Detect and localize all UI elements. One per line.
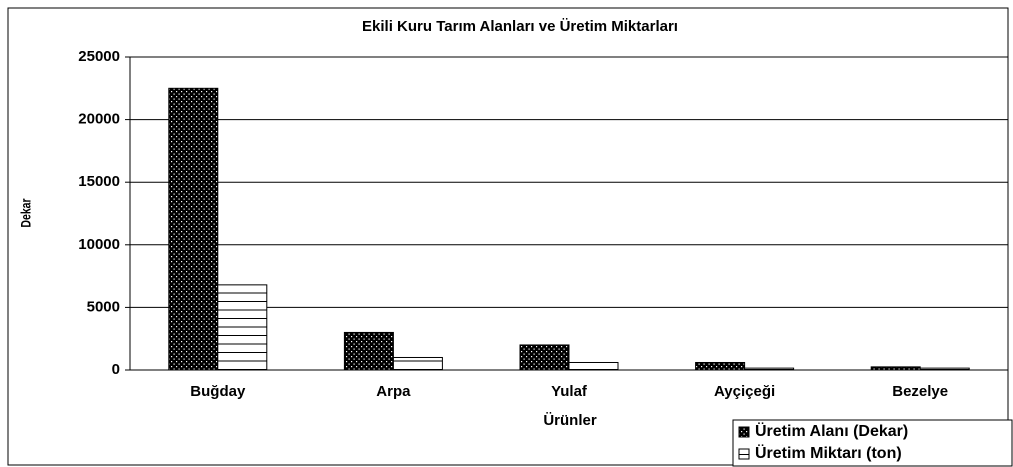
bar	[919, 367, 970, 371]
bar	[870, 366, 921, 371]
y-axis-label: Dekar	[18, 198, 34, 227]
y-tick-label: 20000	[78, 111, 120, 128]
y-tick-label: 15000	[78, 173, 120, 190]
y-tick-label: 5000	[87, 298, 120, 315]
bar	[695, 361, 746, 371]
x-tick-label: Buğday	[190, 383, 246, 400]
bar	[217, 284, 268, 371]
bar	[343, 331, 394, 371]
chart-frame	[7, 7, 1009, 466]
x-axis-label: Ürünler	[543, 412, 597, 429]
legend-label: Üretim Alanı (Dekar)	[755, 421, 908, 440]
y-tick-label: 0	[112, 361, 120, 378]
bar	[568, 361, 619, 371]
chart-title: Ekili Kuru Tarım Alanları ve Üretim Mikt…	[362, 18, 678, 35]
legend-swatch	[738, 426, 750, 438]
y-tick-label: 10000	[78, 236, 120, 253]
x-tick-label: Bezelye	[892, 383, 948, 400]
legend-swatch	[738, 448, 750, 460]
legend-label: Üretim Miktarı (ton)	[755, 443, 902, 462]
bar	[168, 87, 219, 371]
y-tick-label: 25000	[78, 48, 120, 65]
x-tick-label: Ayçiçeği	[714, 383, 775, 400]
bar	[744, 367, 795, 371]
x-tick-label: Arpa	[376, 383, 411, 400]
legend-box	[732, 419, 1013, 467]
x-tick-label: Yulaf	[551, 383, 588, 400]
bar	[392, 356, 443, 371]
bar	[519, 344, 570, 371]
